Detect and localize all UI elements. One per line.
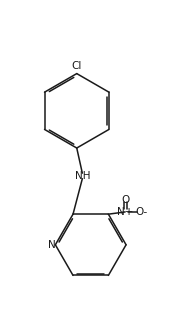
Text: N+: N+ xyxy=(117,207,133,217)
Text: Cl: Cl xyxy=(72,61,82,71)
Text: O-: O- xyxy=(135,207,147,217)
Text: N: N xyxy=(48,240,56,250)
Text: O: O xyxy=(121,195,129,205)
Text: NH: NH xyxy=(75,171,90,181)
